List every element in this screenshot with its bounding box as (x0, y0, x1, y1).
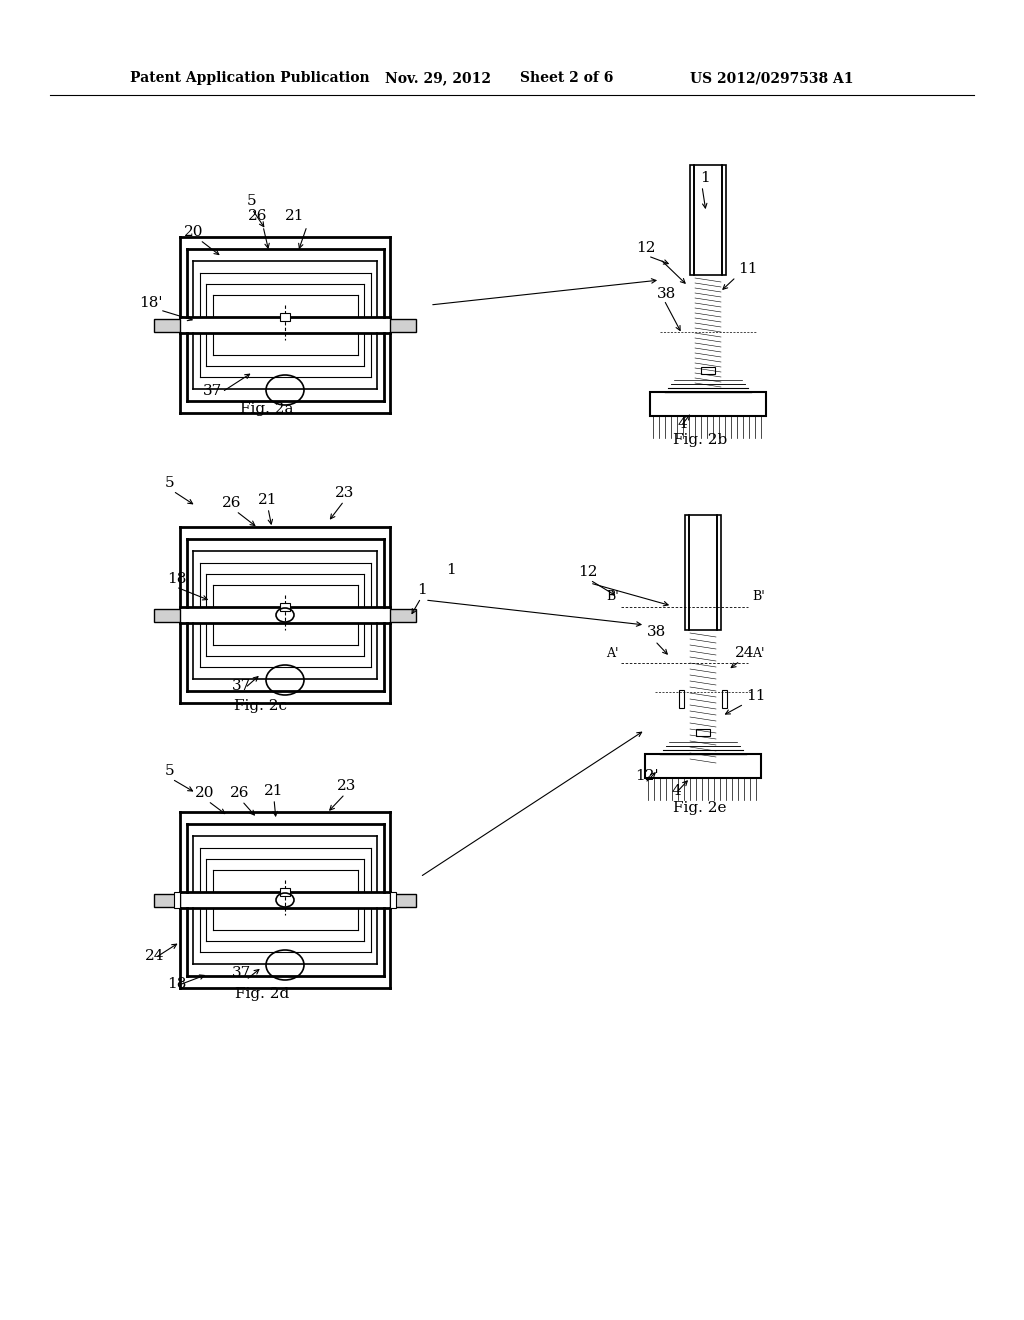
Bar (645, 754, 761, 777)
Text: 21: 21 (286, 209, 305, 223)
Text: 12': 12' (635, 770, 658, 783)
Text: B': B' (606, 590, 618, 603)
Text: 1: 1 (700, 172, 710, 185)
Text: 1: 1 (446, 564, 456, 577)
Text: Nov. 29, 2012: Nov. 29, 2012 (385, 71, 490, 84)
Text: 21: 21 (258, 492, 278, 507)
Text: 20: 20 (184, 224, 204, 239)
Text: US 2012/0297538 A1: US 2012/0297538 A1 (690, 71, 853, 84)
Text: A': A' (752, 647, 765, 660)
Text: 12: 12 (636, 242, 655, 255)
Text: 11: 11 (746, 689, 766, 704)
Text: 5: 5 (247, 194, 257, 209)
Bar (690, 165, 694, 275)
Bar (689, 515, 717, 630)
Text: A': A' (606, 647, 618, 660)
Bar (390, 318, 416, 331)
Bar (174, 892, 180, 908)
Text: 4: 4 (672, 784, 682, 799)
Bar (650, 392, 766, 416)
Text: 18': 18' (139, 296, 163, 310)
Text: 23: 23 (335, 486, 354, 500)
Text: 26: 26 (222, 496, 242, 510)
Bar (154, 609, 180, 622)
Text: 4: 4 (677, 417, 687, 432)
Bar (280, 313, 290, 321)
Bar (694, 165, 722, 275)
Bar (280, 888, 290, 896)
Text: 38: 38 (647, 624, 667, 639)
Text: 18: 18 (167, 572, 186, 586)
Text: 26: 26 (248, 209, 267, 223)
Text: Fig. 2c: Fig. 2c (233, 700, 287, 713)
Bar (701, 367, 715, 374)
Text: 37: 37 (232, 678, 251, 693)
Text: 18: 18 (167, 977, 186, 991)
Text: Fig. 2e: Fig. 2e (673, 801, 727, 814)
Text: Fig. 2d: Fig. 2d (234, 987, 289, 1001)
Text: 21: 21 (264, 784, 284, 799)
Text: 24: 24 (145, 949, 165, 964)
Bar (154, 318, 180, 331)
Text: 24: 24 (735, 645, 755, 660)
Text: Fig. 2b: Fig. 2b (673, 433, 727, 447)
Text: Sheet 2 of 6: Sheet 2 of 6 (520, 71, 613, 84)
Text: 11: 11 (738, 261, 758, 276)
Text: Patent Application Publication: Patent Application Publication (130, 71, 370, 84)
Text: 12: 12 (578, 565, 597, 579)
Bar (679, 690, 684, 708)
Bar (390, 894, 416, 907)
Text: 37: 37 (204, 384, 222, 399)
Text: Fig. 2a: Fig. 2a (241, 403, 294, 416)
Text: B': B' (752, 590, 765, 603)
Bar (685, 515, 689, 630)
Bar (696, 729, 710, 737)
Text: 5: 5 (165, 477, 175, 490)
Bar (390, 892, 396, 908)
Text: 1: 1 (417, 583, 427, 597)
Text: 23: 23 (337, 779, 356, 793)
Text: 26: 26 (230, 785, 250, 800)
Bar (722, 690, 727, 708)
Bar (390, 609, 416, 622)
Text: 20: 20 (195, 785, 214, 800)
Text: 38: 38 (657, 286, 676, 301)
Text: 37: 37 (232, 966, 251, 979)
Text: 5: 5 (165, 764, 175, 777)
Bar (280, 603, 290, 611)
Bar (722, 165, 726, 275)
Bar (154, 894, 180, 907)
Bar (717, 515, 721, 630)
